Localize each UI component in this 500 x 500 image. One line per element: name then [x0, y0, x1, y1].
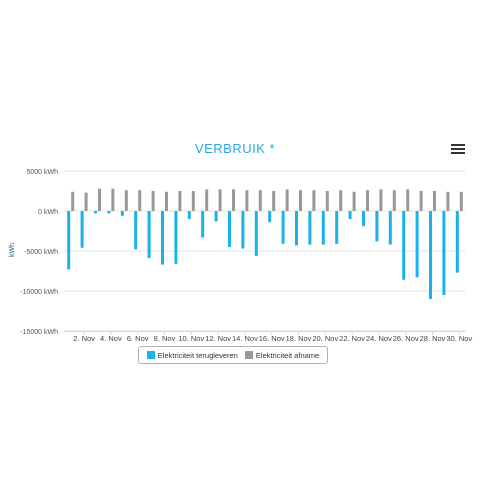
bar-terugleveren[interactable]	[321, 211, 325, 245]
bar-terugleveren[interactable]	[362, 211, 365, 227]
bar-afname[interactable]	[285, 189, 289, 211]
bar-afname[interactable]	[178, 191, 182, 211]
bar-terugleveren[interactable]	[67, 211, 71, 270]
y-axis-title: kWh	[9, 243, 16, 257]
bar-terugleveren[interactable]	[455, 211, 459, 273]
chart-legend: Elektriciteit terugleveren Elektriciteit…	[138, 346, 328, 364]
bar-terugleveren[interactable]	[120, 211, 124, 216]
legend-label-terugleveren: Elektriciteit terugleveren	[157, 350, 238, 360]
bar-terugleveren[interactable]	[348, 211, 352, 219]
bar-terugleveren[interactable]	[388, 211, 392, 245]
y-tick-label: 0 kWh	[38, 209, 58, 216]
bar-afname[interactable]	[245, 190, 249, 211]
bar-terugleveren[interactable]	[429, 211, 432, 299]
legend-swatch-afname	[244, 351, 253, 359]
y-tick-label: -15000 kWh	[20, 329, 58, 336]
x-tick-label: 18. Nov	[286, 334, 312, 343]
y-tick-label: -10000 kWh	[20, 289, 58, 296]
bar-afname[interactable]	[151, 191, 155, 211]
bar-afname[interactable]	[205, 189, 209, 211]
bar-terugleveren[interactable]	[214, 211, 218, 222]
bar-afname[interactable]	[84, 192, 88, 211]
bar-afname[interactable]	[111, 188, 115, 211]
bar-afname[interactable]	[299, 190, 302, 211]
x-tick-label: 10. Nov	[178, 334, 204, 343]
bar-terugleveren[interactable]	[107, 211, 111, 214]
chart-title: VERBRUIK *	[194, 141, 276, 156]
x-tick-label: 22. Nov	[339, 334, 365, 343]
bar-afname[interactable]	[392, 190, 396, 211]
bar-afname[interactable]	[379, 189, 383, 211]
bar-afname[interactable]	[352, 191, 356, 211]
legend-label-afname: Elektriciteit afname	[255, 350, 320, 360]
bar-afname[interactable]	[191, 191, 195, 211]
bar-terugleveren[interactable]	[268, 211, 272, 223]
bar-terugleveren[interactable]	[295, 211, 298, 246]
bar-terugleveren[interactable]	[254, 211, 258, 256]
bar-afname[interactable]	[459, 191, 463, 211]
y-tick-label: -5000 kWh	[24, 249, 58, 256]
bar-terugleveren[interactable]	[228, 211, 231, 247]
bar-terugleveren[interactable]	[161, 211, 164, 265]
bar-terugleveren[interactable]	[174, 211, 178, 264]
bar-afname[interactable]	[138, 190, 142, 211]
x-tick-label: 8. Nov	[154, 334, 176, 343]
bar-afname[interactable]	[339, 190, 343, 211]
bar-afname[interactable]	[124, 190, 128, 211]
x-tick-label: 26. Nov	[393, 334, 419, 343]
x-tick-label: 24. Nov	[366, 334, 392, 343]
bar-afname[interactable]	[433, 191, 436, 211]
bar-terugleveren[interactable]	[187, 211, 191, 219]
x-tick-label: 2. Nov	[73, 334, 95, 343]
x-tick-label: 6. Nov	[127, 334, 149, 343]
bar-terugleveren[interactable]	[201, 211, 205, 238]
x-tick-label: 20. Nov	[312, 334, 338, 343]
bar-afname[interactable]	[98, 188, 101, 211]
x-tick-label: 16. Nov	[259, 334, 285, 343]
hamburger-menu-icon[interactable]	[451, 144, 465, 156]
bar-afname[interactable]	[406, 189, 410, 211]
bar-afname[interactable]	[366, 190, 369, 211]
x-tick-label: 12. Nov	[205, 334, 231, 343]
bar-terugleveren[interactable]	[442, 211, 446, 295]
bar-terugleveren[interactable]	[308, 211, 312, 245]
bar-terugleveren[interactable]	[147, 211, 151, 259]
bar-afname[interactable]	[232, 189, 235, 211]
bar-terugleveren[interactable]	[415, 211, 419, 278]
bar-afname[interactable]	[312, 190, 316, 211]
bar-afname[interactable]	[419, 191, 423, 211]
bar-afname[interactable]	[71, 191, 75, 211]
bar-afname[interactable]	[218, 189, 222, 211]
bar-terugleveren[interactable]	[375, 211, 379, 242]
bar-afname[interactable]	[165, 191, 168, 211]
bar-terugleveren[interactable]	[94, 211, 97, 214]
x-tick-label: 28. Nov	[420, 334, 446, 343]
bar-afname[interactable]	[272, 191, 276, 211]
bar-afname[interactable]	[325, 191, 329, 211]
x-tick-label: 14. Nov	[232, 334, 258, 343]
bar-terugleveren[interactable]	[281, 211, 285, 244]
x-tick-label: 30. Nov	[446, 334, 472, 343]
legend-item-afname[interactable]: Elektriciteit afname	[244, 350, 320, 360]
bar-afname[interactable]	[446, 191, 450, 211]
bar-terugleveren[interactable]	[134, 211, 138, 250]
bar-terugleveren[interactable]	[80, 211, 84, 248]
y-tick-label: 5000 kWh	[26, 169, 58, 176]
legend-swatch-terugleveren	[146, 351, 155, 359]
bar-terugleveren[interactable]	[402, 211, 406, 280]
x-tick-label: 4. Nov	[100, 334, 122, 343]
legend-item-terugleveren[interactable]: Elektriciteit terugleveren	[146, 350, 238, 360]
bar-afname[interactable]	[258, 190, 262, 211]
bar-terugleveren[interactable]	[335, 211, 339, 244]
bar-terugleveren[interactable]	[241, 211, 245, 249]
